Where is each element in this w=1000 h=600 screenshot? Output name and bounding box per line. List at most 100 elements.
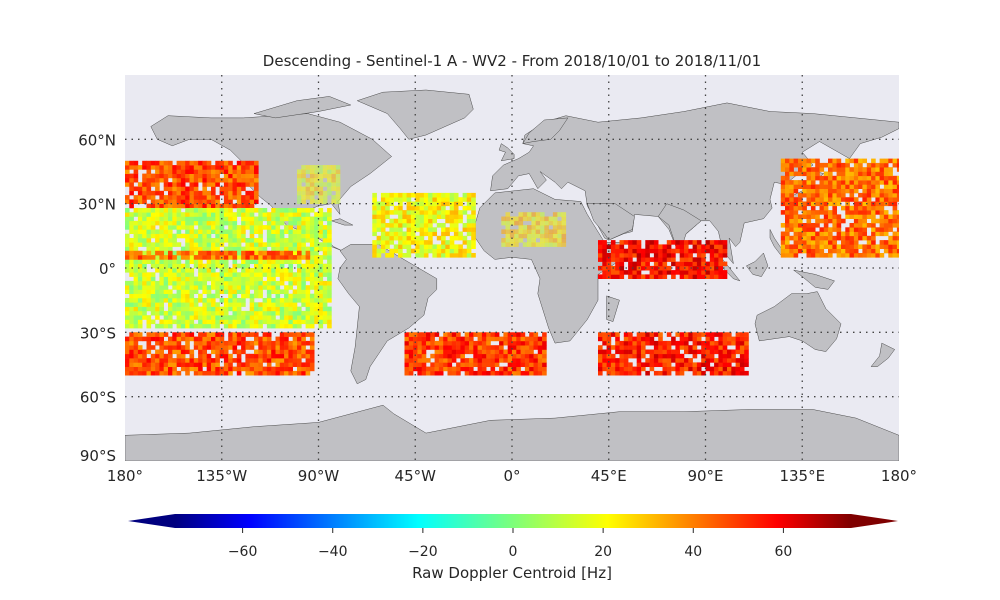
heatmap-cell [471, 231, 476, 237]
heatmap-cell [798, 171, 803, 177]
colorbar-ticks: −60 −40 −20 0 20 40 60 [228, 528, 792, 560]
heatmap-cell [428, 214, 433, 219]
heatmap-cell [684, 261, 689, 267]
heatmap-cell [404, 332, 410, 337]
heatmap-cell [692, 353, 698, 359]
heatmap-cell [406, 231, 412, 237]
heatmap-cell [462, 197, 468, 202]
heatmap-cell [666, 240, 672, 245]
heatmap-cell [477, 366, 483, 372]
colorbar-extend-low [128, 514, 175, 528]
heatmap-cell [163, 310, 169, 316]
heatmap-cell [619, 248, 625, 254]
heatmap-cell [288, 306, 293, 312]
heatmap-cell [314, 242, 319, 247]
heatmap-cell [520, 370, 526, 376]
heatmap-cell [832, 244, 837, 249]
heatmap-cell [438, 345, 444, 350]
heatmap-cell [275, 319, 281, 325]
heatmap-cell [853, 175, 859, 181]
heatmap-cell [542, 349, 547, 355]
heatmap-cell [892, 180, 898, 185]
heatmap-cell [841, 244, 846, 249]
heatmap-cell [666, 353, 672, 359]
heatmap-cell [150, 319, 156, 325]
heatmap-cell [266, 298, 272, 303]
borneo-land [746, 252, 769, 277]
heatmap-cell [802, 235, 807, 241]
heatmap-cell [417, 332, 422, 337]
heatmap-cell [785, 253, 790, 258]
heatmap-cell [449, 214, 455, 219]
heatmap-cell [159, 220, 164, 226]
heatmap-cell [806, 253, 812, 258]
heatmap-cell [423, 244, 429, 249]
heatmap-cell [125, 195, 130, 200]
heatmap-cell [211, 370, 216, 376]
heatmap-cell [133, 255, 139, 260]
heatmap-cell [211, 186, 216, 192]
heatmap-cell [262, 310, 268, 316]
heatmap-cell [279, 310, 285, 316]
heatmap-cell [828, 175, 833, 181]
heatmap-cell [159, 319, 164, 325]
heatmap-cell [544, 225, 549, 230]
heatmap-cell [163, 332, 169, 337]
heatmap-cell [806, 218, 812, 224]
heatmap-cell [284, 310, 289, 316]
heatmap-cell [662, 248, 668, 254]
heatmap-cell [133, 353, 139, 359]
heatmap-cell [641, 349, 646, 355]
heatmap-cell [688, 349, 693, 355]
heatmap-cell [705, 332, 711, 337]
heatmap-cell [552, 212, 558, 217]
heatmap-cell [722, 340, 728, 346]
heatmap-cell [417, 340, 422, 346]
heatmap-cell [598, 358, 603, 363]
heatmap-cell [879, 227, 885, 232]
heatmap-cell [645, 332, 650, 337]
heatmap-cell [810, 175, 816, 181]
heatmap-cell [292, 349, 298, 355]
heatmap-cell [159, 345, 164, 350]
heatmap-cell [180, 332, 186, 337]
heatmap-cell [785, 240, 790, 245]
heatmap-cell [193, 315, 199, 320]
heatmap-cell [653, 370, 659, 376]
heatmap-cell [413, 353, 418, 359]
heatmap-cell [619, 274, 625, 279]
heatmap-cell [241, 212, 246, 217]
heatmap-cell [524, 358, 530, 363]
heatmap-cell [858, 158, 863, 164]
heatmap-cell [198, 233, 203, 239]
heatmap-cell [146, 285, 152, 290]
heatmap-cell [871, 205, 876, 211]
heatmap-cell [219, 169, 225, 174]
madagascar-land [606, 295, 620, 322]
heatmap-cell [292, 358, 298, 363]
heatmap-cell [658, 353, 663, 359]
heatmap-cell [471, 210, 476, 215]
heatmap-cell [709, 274, 715, 279]
heatmap-cell [793, 188, 799, 194]
heatmap-cell [466, 248, 472, 254]
heatmap-cell [155, 323, 160, 329]
heatmap-cell [619, 353, 625, 359]
heatmap-cell [408, 345, 414, 350]
heatmap-cell [180, 358, 186, 363]
heatmap-cell [679, 353, 685, 359]
heatmap-cell [802, 214, 807, 219]
heatmap-cell [679, 265, 685, 271]
heatmap-cell [436, 205, 442, 211]
heatmap-cell [297, 255, 302, 260]
heatmap-cell [722, 370, 728, 376]
heatmap-cell [802, 184, 807, 189]
heatmap-cell [443, 340, 448, 346]
heatmap-cell [288, 285, 293, 290]
heatmap-cell [449, 248, 455, 254]
heatmap-cell [675, 248, 680, 254]
heatmap-cell [275, 289, 281, 294]
heatmap-cell [527, 229, 532, 234]
heatmap-cell [297, 272, 302, 277]
heatmap-cell [232, 336, 238, 342]
